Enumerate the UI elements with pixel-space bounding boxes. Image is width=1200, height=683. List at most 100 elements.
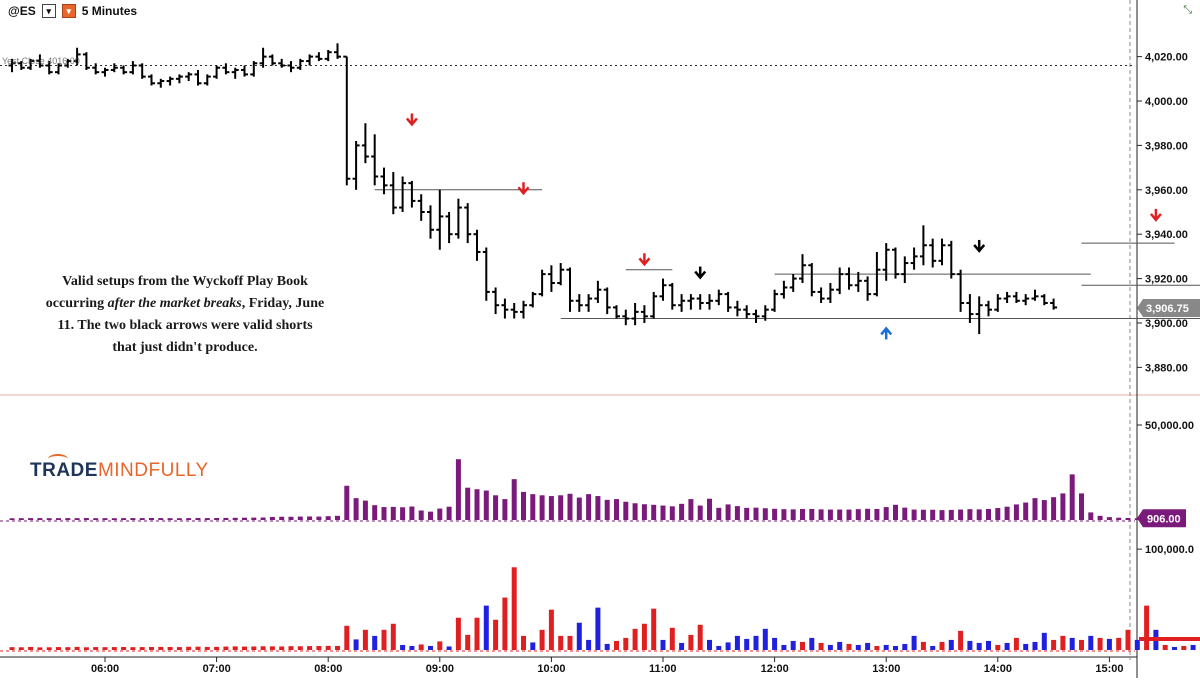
tick-volume-bar [37, 647, 42, 650]
tick-volume-bar [1098, 638, 1103, 650]
insert-indicator-icon[interactable]: ▾ [62, 4, 76, 18]
red-down-arrow-icon [407, 113, 417, 124]
symbol-label[interactable]: @ES [8, 4, 36, 18]
volume-bar [19, 518, 24, 520]
tick-volume-bar [47, 647, 52, 650]
tick-volume-bar [512, 567, 517, 650]
ohlc-bar [883, 243, 890, 281]
volume-bar [223, 518, 228, 520]
tick-volume-bar [1042, 633, 1047, 650]
volume-bar [205, 518, 210, 520]
volume-bar [837, 510, 842, 520]
volume-bar [84, 518, 89, 520]
ohlc-bar [594, 281, 601, 303]
tick-volume-bar [484, 606, 489, 650]
time-tick-label: 10:00 [537, 663, 565, 675]
tick-volume-bar [1135, 640, 1140, 650]
tick-volume-bar [865, 643, 870, 650]
volume-bar [502, 499, 507, 520]
volume-bar [540, 495, 545, 520]
tick-volume-bar [977, 643, 982, 650]
tick-volume-bar [540, 630, 545, 650]
tick-volume-bar [884, 645, 889, 650]
tick-volume-bar [530, 642, 535, 650]
tick-volume-bar [1033, 642, 1038, 650]
tick-volume-bar [949, 640, 954, 650]
volume-bar [475, 489, 480, 520]
tick-volume-bar [781, 645, 786, 650]
tick-volume-bar [465, 635, 470, 650]
tick-volume-bar [605, 644, 610, 650]
tick-volume-bar [177, 647, 182, 650]
ohlc-bar [985, 301, 992, 317]
volume-bar [382, 507, 387, 520]
ohlc-bar [315, 52, 322, 61]
ohlc-bar [613, 305, 620, 318]
tick-volume-bar [456, 618, 461, 650]
ohlc-bar [195, 70, 202, 86]
tick-volume-bar [391, 624, 396, 650]
tick-volume-bar [75, 647, 80, 650]
tick-volume-bar [819, 643, 824, 650]
tick-volume-bar [1014, 638, 1019, 650]
volume-bar [409, 507, 414, 520]
volume-bar [233, 518, 238, 520]
tick-volume-bar [595, 608, 600, 650]
volume-bar [456, 459, 461, 520]
tick-volume-bar [1088, 636, 1093, 650]
ohlc-bar [864, 276, 871, 300]
expand-arrows-icon[interactable]: ⤡ [1183, 4, 1192, 17]
volume-bar [344, 486, 349, 520]
tick-volume-bar [568, 636, 573, 650]
ohlc-bar [492, 287, 499, 314]
volume-bar [1098, 516, 1103, 520]
time-tick-label: 06:00 [91, 663, 119, 675]
ohlc-bar [520, 301, 527, 319]
volume-bar [1042, 500, 1047, 520]
time-tick-label: 15:00 [1095, 663, 1123, 675]
tick-volume-bar [967, 641, 972, 650]
ohlc-bar [102, 68, 109, 77]
ohlc-bar [157, 79, 164, 88]
ohlc-bar [474, 230, 481, 261]
ohlc-bar [260, 48, 267, 68]
tick-volume-bar [698, 625, 703, 650]
interval-label[interactable]: 5 Minutes [82, 4, 137, 18]
volume-bar [633, 503, 638, 520]
volume-bar [949, 510, 954, 520]
ohlc-bar [827, 283, 834, 303]
ohlc-bar [929, 239, 936, 268]
tick-volume-bar [447, 646, 452, 650]
ohlc-bar [483, 248, 490, 301]
tick-volume-bar [828, 645, 833, 650]
ohlc-bar [753, 310, 760, 323]
tick-volume-bar [1126, 630, 1131, 650]
volume-bar [930, 510, 935, 520]
volume-bar [447, 507, 452, 520]
volume-bar [809, 509, 814, 520]
volume-bar [1014, 504, 1019, 520]
ohlc-bar [641, 305, 648, 323]
ohlc-bar [836, 267, 843, 294]
volume-bar [744, 508, 749, 520]
volume-bar [763, 508, 768, 520]
ohlc-bar [185, 72, 192, 81]
tick-volume-bar [363, 630, 368, 650]
tick-volume-bar [623, 638, 628, 650]
ohlc-bar [576, 294, 583, 312]
ohlc-bar [297, 59, 304, 70]
volume-bar [1070, 474, 1075, 520]
ohlc-bar [427, 205, 434, 238]
tick-volume-bar [661, 640, 666, 650]
tick-volume-bar [326, 646, 331, 650]
ohlc-bar [743, 305, 750, 318]
ohlc-bar [706, 294, 713, 310]
setup-annotation: Valid setups from the Wyckoff Play Book … [45, 271, 325, 359]
tick-volume-bar [995, 645, 1000, 650]
chevron-down-icon[interactable]: ▾ [42, 4, 56, 18]
ohlc-bar [846, 267, 853, 289]
ohlc-bar [669, 283, 676, 310]
tick-volume-bar [121, 647, 126, 650]
tick-volume-bar [586, 640, 591, 650]
volume-bar [995, 508, 1000, 520]
